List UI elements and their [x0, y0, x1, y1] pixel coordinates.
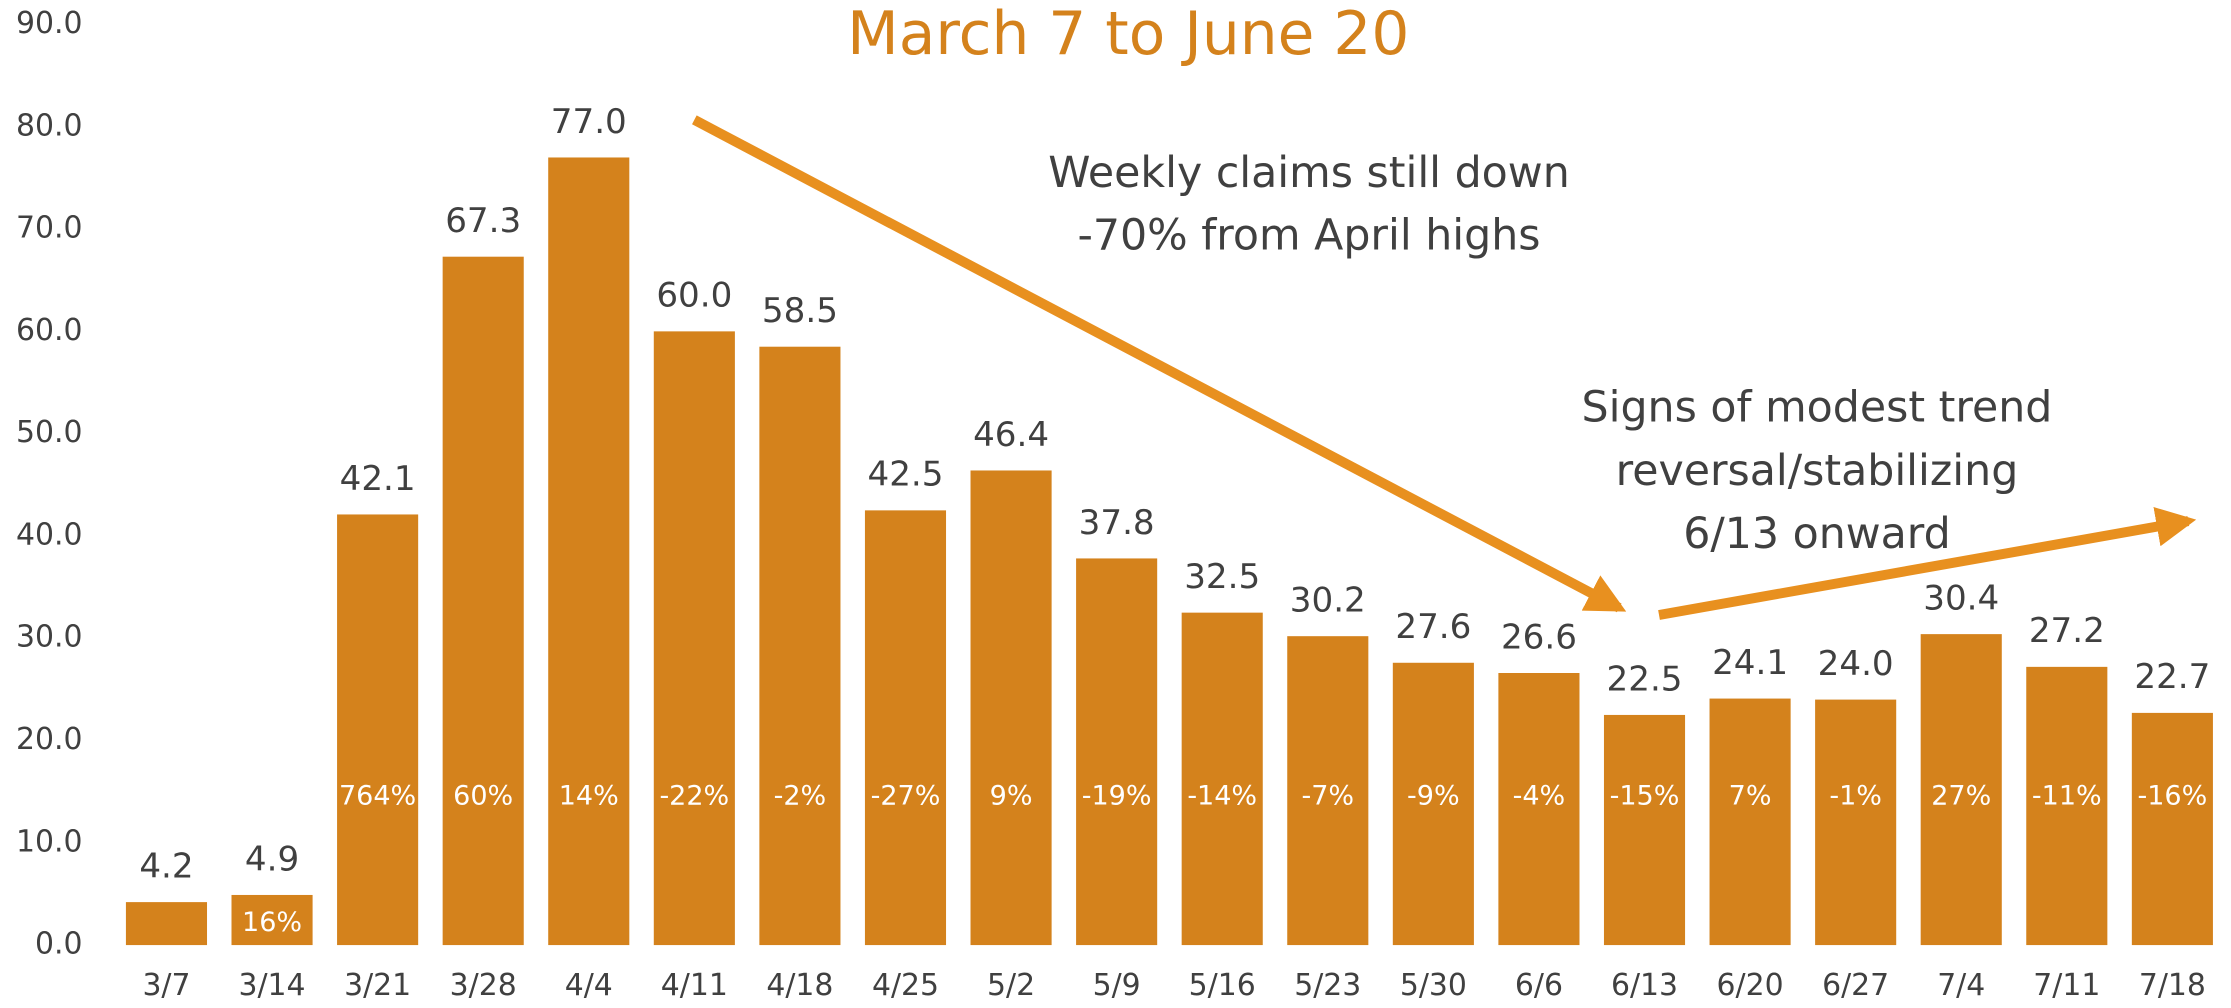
bar	[442, 256, 524, 946]
x-tick-label: 7/11	[2033, 968, 2100, 1003]
value-label: 24.0	[1818, 644, 1894, 684]
bar	[1603, 714, 1686, 946]
value-label: 24.1	[1712, 643, 1788, 683]
value-label: 77.0	[551, 102, 627, 142]
arrow	[692, 115, 1627, 613]
change-label: 9%	[990, 781, 1033, 812]
value-label: 42.1	[340, 459, 416, 499]
value-label: 4.9	[245, 839, 299, 879]
x-tick-label: 7/18	[2139, 968, 2206, 1003]
value-label: 37.8	[1079, 503, 1155, 543]
x-tick-label: 6/6	[1515, 968, 1563, 1003]
bar	[970, 470, 1052, 946]
y-tick-label: 60.0	[16, 313, 82, 348]
y-tick-label: 0.0	[35, 927, 83, 962]
x-tick-label: 5/2	[987, 968, 1035, 1003]
change-label: 27%	[1931, 781, 1991, 812]
bar	[759, 346, 841, 946]
bar	[653, 331, 735, 946]
annotation: reversal/stabilizing	[1616, 446, 2019, 496]
y-tick-label: 30.0	[16, 620, 82, 655]
change-label: 16%	[242, 907, 302, 938]
value-label: 60.0	[656, 276, 732, 316]
y-tick-label: 40.0	[16, 517, 82, 552]
x-tick-label: 4/11	[661, 968, 728, 1003]
bar	[1815, 699, 1897, 946]
value-label: 32.5	[1184, 557, 1260, 597]
change-label: 60%	[453, 781, 513, 812]
y-tick-label: 50.0	[16, 415, 82, 450]
x-tick-label: 3/7	[142, 968, 190, 1003]
bar	[1392, 662, 1474, 946]
bar	[337, 514, 419, 946]
y-tick-label: 10.0	[16, 824, 82, 859]
bar	[1498, 672, 1580, 946]
change-label: -1%	[1829, 781, 1882, 812]
value-label: 58.5	[762, 291, 838, 331]
bar	[548, 157, 630, 946]
change-label: -7%	[1301, 781, 1354, 812]
y-tick-label: 20.0	[16, 722, 82, 757]
bar	[1287, 636, 1369, 946]
annotation: Signs of modest trend	[1582, 383, 2053, 433]
value-label: 27.2	[2029, 611, 2105, 651]
change-label: 7%	[1729, 781, 1772, 812]
bar	[2131, 712, 2213, 946]
chart-title: March 7 to June 20	[847, 0, 1409, 69]
value-label: 30.4	[1923, 578, 1999, 618]
change-label: 764%	[339, 781, 416, 812]
x-tick-label: 6/13	[1611, 968, 1678, 1003]
change-label: -9%	[1407, 781, 1460, 812]
bar	[1709, 698, 1791, 946]
y-tick-label: 70.0	[16, 211, 82, 246]
value-label: 30.2	[1290, 581, 1366, 621]
change-label: -22%	[659, 781, 729, 812]
change-label: -15%	[1610, 781, 1680, 812]
x-tick-label: 3/28	[450, 968, 517, 1003]
bar	[2026, 666, 2108, 946]
change-label: -14%	[1187, 781, 1257, 812]
x-tick-label: 3/14	[239, 968, 306, 1003]
y-tick-label: 90.0	[16, 6, 82, 41]
bar	[1181, 612, 1263, 946]
value-label: 4.2	[139, 846, 193, 886]
value-label: 46.4	[973, 415, 1049, 455]
x-tick-label: 3/21	[344, 968, 411, 1003]
bar	[231, 894, 313, 946]
value-label: 26.6	[1501, 617, 1577, 657]
x-tick-label: 7/4	[1937, 968, 1985, 1003]
change-label: 14%	[559, 781, 619, 812]
value-label: 42.5	[867, 455, 943, 495]
x-tick-label: 5/23	[1294, 968, 1361, 1003]
change-label: -16%	[2137, 781, 2207, 812]
bar	[1920, 634, 2002, 946]
value-label: 22.7	[2134, 657, 2210, 697]
change-label: -11%	[2032, 781, 2102, 812]
bar	[1076, 558, 1158, 946]
value-label: 22.5	[1607, 659, 1683, 699]
annotation: 6/13 onward	[1683, 509, 1950, 559]
value-label: 67.3	[445, 201, 521, 241]
change-label: -19%	[1082, 781, 1152, 812]
bar	[864, 510, 947, 946]
annotation: -70% from April highs	[1077, 210, 1540, 260]
x-tick-label: 4/18	[766, 968, 833, 1003]
x-tick-label: 4/25	[872, 968, 939, 1003]
change-label: -2%	[774, 781, 827, 812]
change-label: -27%	[871, 781, 941, 812]
x-tick-label: 5/16	[1189, 968, 1256, 1003]
x-tick-label: 4/4	[565, 968, 613, 1003]
x-tick-label: 5/9	[1093, 968, 1141, 1003]
x-tick-label: 6/20	[1717, 968, 1784, 1003]
change-label: -4%	[1513, 781, 1566, 812]
y-tick-label: 80.0	[16, 108, 82, 143]
arrow	[1658, 507, 2197, 620]
x-tick-label: 5/30	[1400, 968, 1467, 1003]
x-tick-label: 6/27	[1822, 968, 1889, 1003]
value-label: 27.6	[1395, 607, 1471, 647]
bar	[125, 902, 208, 946]
annotation: Weekly claims still down	[1048, 148, 1570, 198]
